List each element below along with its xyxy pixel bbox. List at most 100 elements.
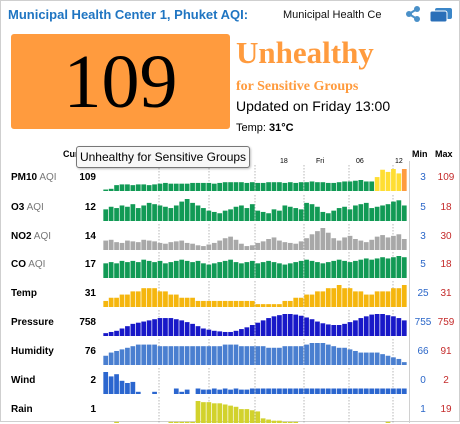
pressure-bar: [396, 318, 402, 336]
pressure-bar: [179, 320, 185, 336]
row-no2: NO2 AQI 14 3 30: [1, 223, 459, 251]
no2-bar: [315, 231, 320, 250]
temp-current: 31: [84, 288, 96, 299]
o3-bar: [282, 205, 288, 221]
pm10-bar: [287, 182, 293, 191]
pressure-bar: [342, 323, 347, 336]
co-aqi-tag: AQI: [26, 259, 46, 270]
pm10-bar: [249, 182, 255, 191]
pm10-bar: [157, 183, 163, 191]
wind-bar: [304, 388, 309, 394]
no2-bar: [331, 238, 337, 250]
humidity-bar: [239, 346, 244, 365]
aqi-tooltip: Unhealthy for Sensitive Groups: [76, 146, 250, 168]
o3-bar: [201, 208, 206, 221]
co-bar: [342, 260, 347, 278]
wind-bar: [380, 388, 385, 394]
co-bar: [374, 258, 380, 278]
temp-bar: [331, 288, 337, 307]
temp-bar: [249, 300, 255, 307]
temp-bar: [211, 300, 217, 307]
screen-icon[interactable]: [429, 7, 453, 23]
temp-bar: [233, 300, 239, 307]
row-wind: Wind 2 0 2: [1, 367, 459, 395]
wind-bar: [385, 388, 391, 394]
no2-max: 30: [440, 231, 452, 242]
co-bar: [282, 264, 288, 278]
share-icon[interactable]: [405, 5, 421, 23]
no2-bar: [146, 240, 152, 250]
pm10-bar: [206, 182, 212, 191]
pressure-label: Pressure: [11, 317, 54, 328]
o3-bar: [228, 209, 233, 221]
rain-bar: [173, 421, 179, 423]
co-bar: [315, 262, 320, 278]
humidity-bar: [249, 346, 255, 365]
wind-bar: [195, 388, 201, 394]
pressure-bar: [114, 330, 119, 336]
humidity-bar: [353, 350, 358, 365]
wind-bar: [342, 388, 347, 394]
pressure-bar: [244, 327, 250, 336]
o3-bar: [163, 206, 168, 221]
co-bar: [271, 262, 277, 278]
o3-bar: [320, 211, 326, 221]
pm10-bar: [146, 185, 152, 191]
pm10-bar: [320, 182, 326, 191]
no2-sparkline[interactable]: [103, 223, 407, 251]
temp-bar: [277, 304, 282, 307]
co-sparkline[interactable]: [103, 251, 407, 279]
no2-bar: [195, 245, 201, 250]
temp-bar: [184, 297, 190, 307]
o3-bar: [233, 206, 239, 221]
humidity-sparkline[interactable]: [103, 338, 407, 366]
pm10-sparkline[interactable]: [103, 164, 407, 192]
wind-bar: [353, 388, 358, 394]
wind-sparkline[interactable]: [103, 367, 407, 395]
temp-sparkline[interactable]: [103, 280, 407, 308]
pm10-bar: [239, 182, 244, 191]
rain-sparkline[interactable]: [103, 396, 407, 424]
humidity-bar: [380, 354, 385, 365]
no2-bar: [325, 232, 331, 250]
pressure-bar: [119, 328, 125, 336]
no2-bar: [239, 243, 244, 250]
wind-bar: [271, 388, 277, 394]
o3-sparkline[interactable]: [103, 194, 407, 222]
station-title: Municipal Health Center 1, Phuket AQI:: [8, 7, 249, 22]
temp-bar: [190, 297, 195, 307]
pm10-bar: [217, 182, 223, 191]
row-co: CO AQI 17 5 18: [1, 251, 459, 279]
temp-label: Temp: [11, 288, 37, 299]
humidity-max: 91: [440, 346, 452, 357]
temp-bar: [309, 294, 315, 307]
wind-current: 2: [90, 375, 96, 386]
co-bar: [336, 259, 342, 278]
temp-min: 25: [417, 288, 429, 299]
co-current: 17: [84, 259, 96, 270]
o3-current: 12: [84, 202, 96, 213]
humidity-bar: [347, 349, 353, 365]
no2-bar: [336, 240, 342, 250]
no2-bar: [244, 246, 250, 250]
temp-bar: [336, 285, 342, 307]
pm10-bar: [336, 182, 342, 191]
o3-bar: [184, 199, 190, 221]
wind-bar: [336, 388, 342, 394]
wind-min: 0: [420, 375, 426, 386]
pressure-bar: [358, 318, 364, 336]
pm10-min: 3: [420, 172, 426, 183]
wind-bar: [369, 388, 375, 394]
no2-bar: [201, 246, 206, 250]
o3-bar: [168, 208, 174, 221]
o3-bar: [146, 202, 152, 221]
co-bar: [184, 260, 190, 278]
wind-bar: [184, 389, 190, 394]
temp-bar: [287, 300, 293, 307]
pressure-sparkline[interactable]: [103, 309, 407, 337]
no2-bar: [163, 243, 168, 250]
co-bar: [195, 260, 201, 278]
co-bar: [217, 262, 223, 278]
o3-label: O3 AQI: [11, 202, 44, 213]
